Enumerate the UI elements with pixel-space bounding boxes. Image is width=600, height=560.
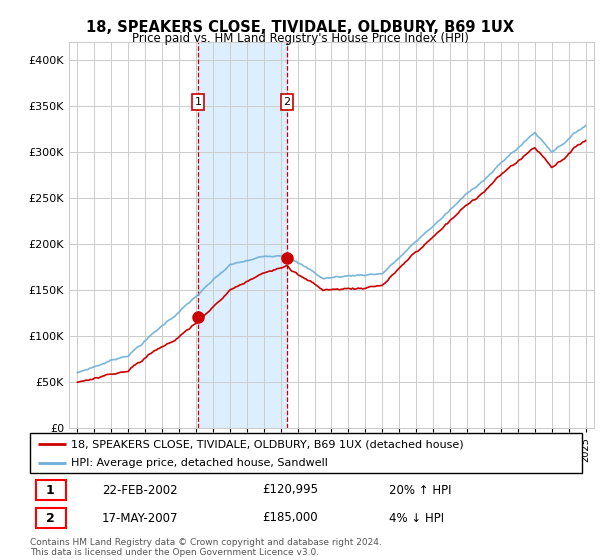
Text: 17-MAY-2007: 17-MAY-2007	[102, 511, 178, 525]
Text: 1: 1	[195, 97, 202, 107]
Text: 4% ↓ HPI: 4% ↓ HPI	[389, 511, 444, 525]
Text: Price paid vs. HM Land Registry's House Price Index (HPI): Price paid vs. HM Land Registry's House …	[131, 32, 469, 45]
Text: Contains HM Land Registry data © Crown copyright and database right 2024.
This d: Contains HM Land Registry data © Crown c…	[30, 538, 382, 557]
FancyBboxPatch shape	[35, 480, 66, 500]
Text: 2: 2	[284, 97, 290, 107]
Bar	[198, 42, 287, 428]
Text: 18, SPEAKERS CLOSE, TIVIDALE, OLDBURY, B69 1UX: 18, SPEAKERS CLOSE, TIVIDALE, OLDBURY, B…	[86, 20, 514, 35]
Text: 20% ↑ HPI: 20% ↑ HPI	[389, 483, 451, 497]
Text: £120,995: £120,995	[262, 483, 318, 497]
Text: 2: 2	[46, 511, 55, 525]
FancyBboxPatch shape	[35, 508, 66, 528]
Text: 1: 1	[46, 483, 55, 497]
Text: 22-FEB-2002: 22-FEB-2002	[102, 483, 178, 497]
Text: £185,000: £185,000	[262, 511, 317, 525]
Text: HPI: Average price, detached house, Sandwell: HPI: Average price, detached house, Sand…	[71, 458, 328, 468]
Text: 18, SPEAKERS CLOSE, TIVIDALE, OLDBURY, B69 1UX (detached house): 18, SPEAKERS CLOSE, TIVIDALE, OLDBURY, B…	[71, 439, 464, 449]
